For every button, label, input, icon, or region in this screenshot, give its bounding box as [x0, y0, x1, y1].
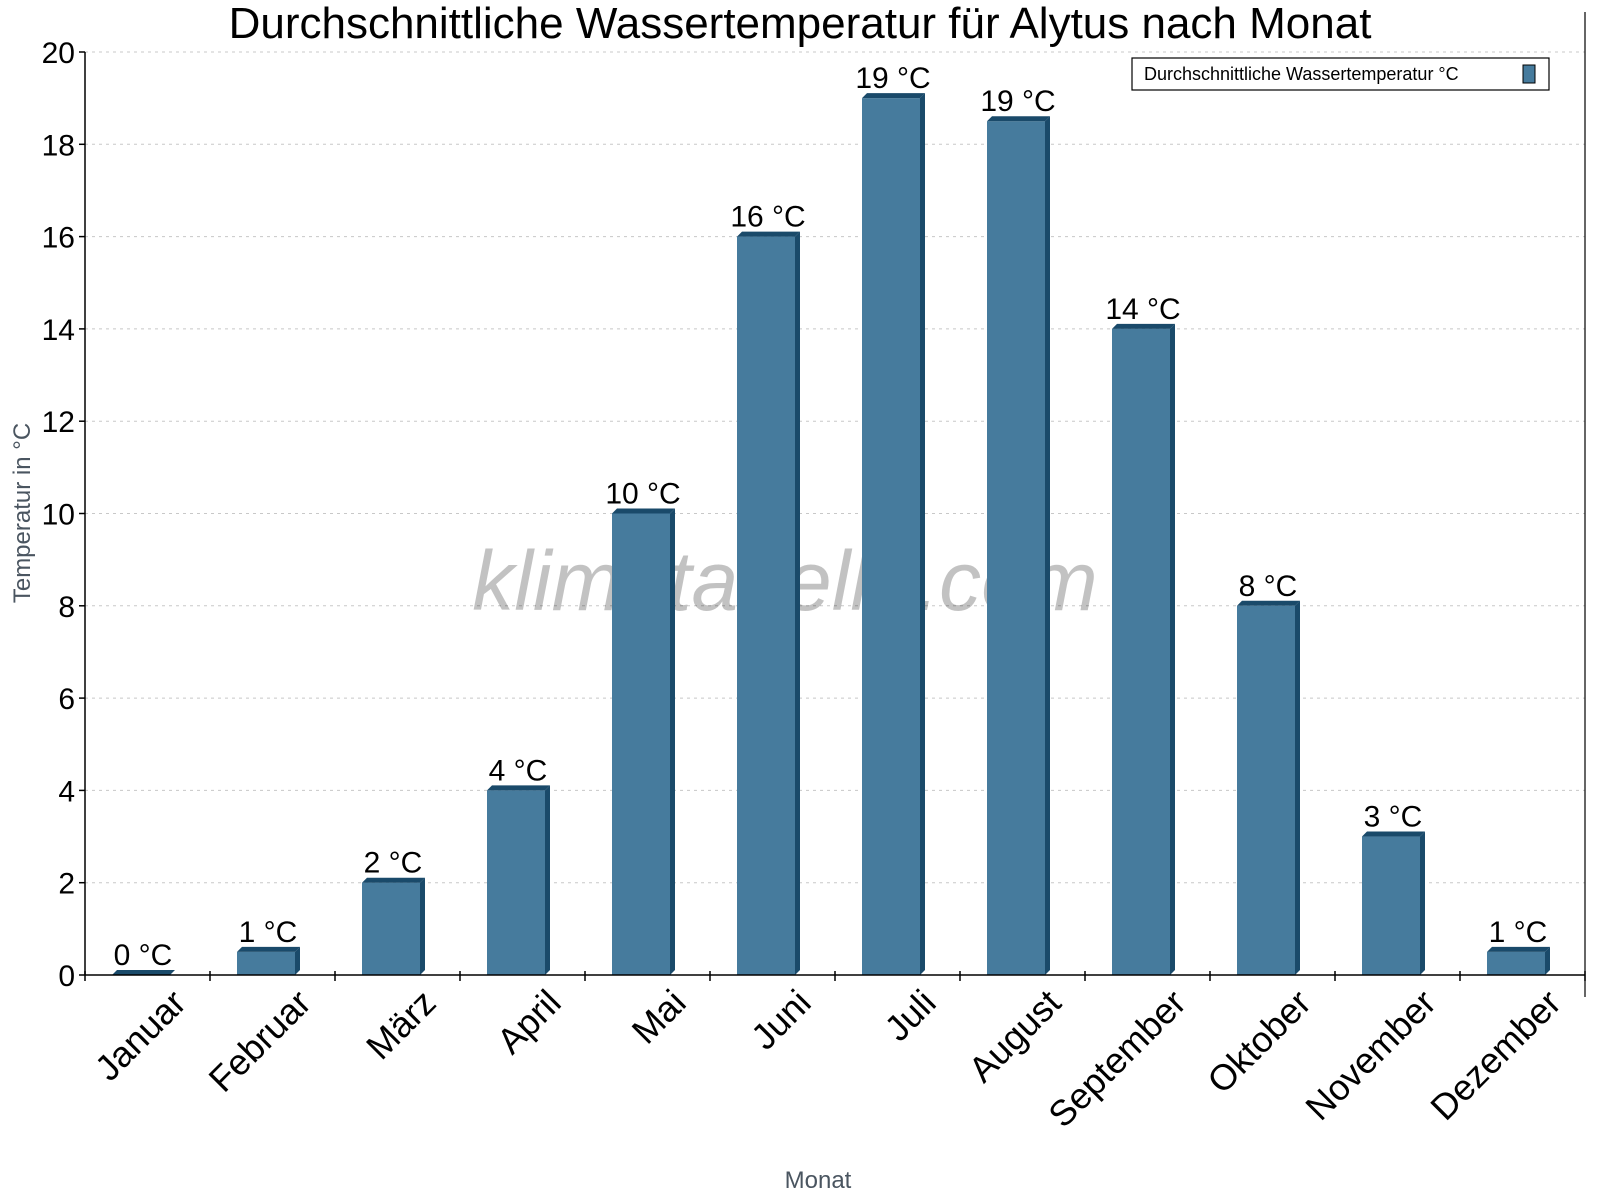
bar-märz: 2 °C: [362, 847, 425, 975]
x-tick-label: Februar: [201, 982, 319, 1100]
x-tick-label: April: [489, 982, 569, 1062]
value-label: 16 °C: [730, 201, 805, 234]
bars: 0 °C 1 °C 2 °C 4 °C 10 °C 16 °C 19 °C 19 °C 14 °…: [112, 62, 1550, 976]
x-tick-label: Oktober: [1199, 982, 1319, 1102]
bar-mai: 10 °C: [605, 478, 681, 975]
bar-september: 14 °C: [1105, 293, 1181, 975]
value-label: 3 °C: [1364, 801, 1423, 834]
y-tick-label: 14: [42, 314, 75, 347]
value-label: 19 °C: [855, 62, 930, 95]
x-tick-label: Juni: [743, 982, 819, 1058]
y-tick-label: 0: [58, 960, 75, 993]
value-label: 14 °C: [1105, 293, 1180, 326]
legend: Durchschnittliche Wassertemperatur °C: [1131, 57, 1550, 91]
bar-juli: 19 °C: [855, 62, 931, 975]
y-axis-ticks: 0 2 4 6 8 10 12 14 16 18 20: [42, 37, 85, 993]
value-label: 8 °C: [1239, 570, 1298, 603]
y-tick-label: 20: [42, 37, 75, 70]
x-tick-label: März: [358, 982, 444, 1068]
value-label: 1 °C: [239, 916, 298, 949]
y-tick-label: 8: [58, 591, 75, 624]
y-axis-title: Temperatur in °C: [9, 423, 36, 603]
x-tick-label: Dezember: [1422, 982, 1568, 1128]
y-tick-label: 10: [42, 499, 75, 532]
y-tick-label: 2: [58, 868, 75, 901]
bar-oktober: 8 °C: [1237, 570, 1300, 975]
x-tick-label: Mai: [624, 982, 694, 1052]
legend-label: Durchschnittliche Wassertemperatur °C: [1144, 64, 1459, 84]
value-label: 4 °C: [489, 754, 548, 787]
axes: [84, 12, 1586, 997]
bar-april: 4 °C: [487, 754, 550, 975]
x-tick-label: Januar: [87, 982, 194, 1089]
bar-august: 19 °C: [980, 85, 1056, 976]
y-tick-label: 16: [42, 222, 75, 255]
x-axis-title: Monat: [785, 1167, 852, 1194]
bar-november: 3 °C: [1362, 801, 1425, 975]
x-tick-label: November: [1297, 982, 1443, 1128]
value-label: 2 °C: [364, 847, 423, 880]
value-label: 10 °C: [605, 478, 680, 511]
bar-februar: 1 °C: [237, 916, 300, 975]
bar-januar: 0 °C: [112, 939, 175, 975]
x-tick-label: Juli: [876, 982, 943, 1049]
x-tick-label: August: [960, 982, 1068, 1090]
y-tick-label: 12: [42, 406, 75, 439]
legend-swatch: [1522, 64, 1536, 84]
gridlines: [85, 51, 1585, 884]
value-label: 1 °C: [1489, 916, 1548, 949]
x-axis-ticks: Januar Februar März April Mai Juni Juli AugustS…: [84, 971, 1586, 1136]
bar-juni: 16 °C: [730, 201, 806, 976]
y-tick-label: 4: [58, 775, 75, 808]
legend-box: [1131, 57, 1550, 91]
x-tick-label: September: [1040, 982, 1194, 1136]
bar-dezember: 1 °C: [1487, 916, 1550, 975]
value-label: 19 °C: [980, 85, 1055, 118]
y-tick-label: 18: [42, 129, 75, 162]
y-tick-label: 6: [58, 683, 75, 716]
value-label: 0 °C: [114, 939, 173, 972]
chart-title: Durchschnittliche Wassertemperatur für A…: [229, 0, 1372, 48]
